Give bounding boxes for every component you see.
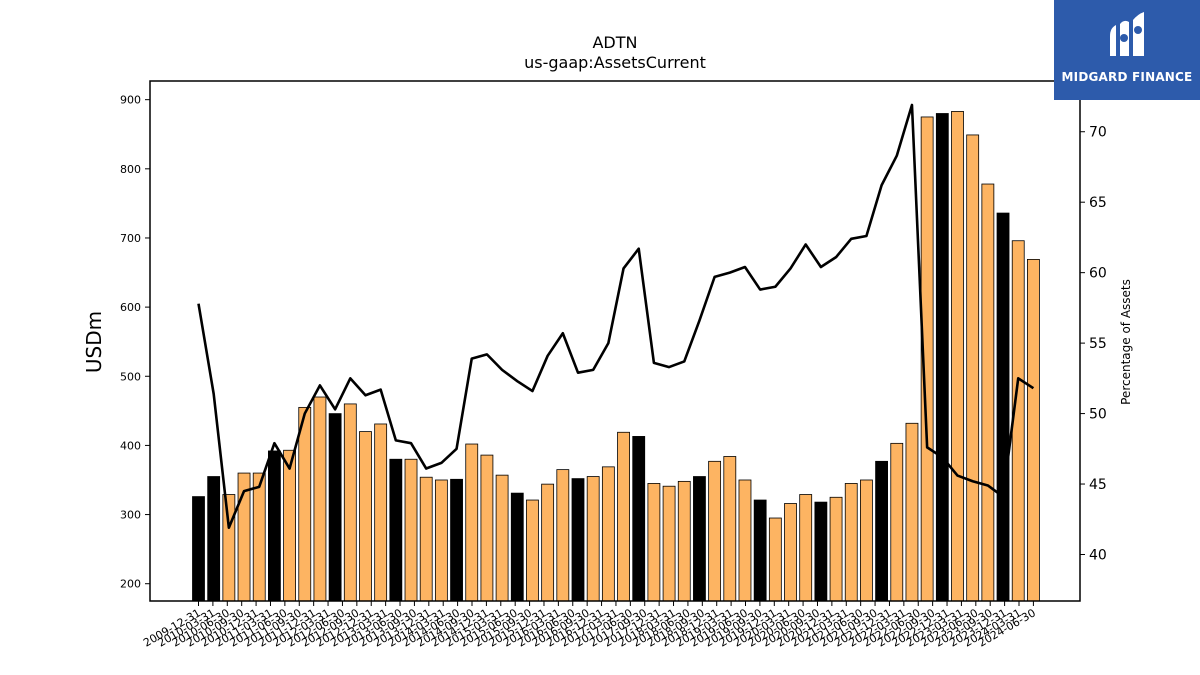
bar: [647, 483, 661, 602]
bar: [480, 454, 494, 602]
bar: [541, 483, 555, 602]
y-axis-label: USDm: [82, 311, 106, 373]
bar: [708, 460, 722, 602]
bar: [419, 476, 433, 602]
bar: [905, 422, 919, 602]
bar: [450, 478, 463, 602]
y2-tick-label: 45: [1089, 477, 1107, 493]
bar: [192, 496, 205, 602]
y2-tick-label: 50: [1089, 407, 1107, 423]
y-tick-label: 400: [120, 439, 141, 452]
bar: [222, 494, 236, 602]
bar: [617, 431, 630, 602]
y2-tick-label: 65: [1089, 195, 1107, 211]
bar: [996, 212, 1010, 602]
y2-tick-label: 70: [1089, 125, 1107, 141]
bar: [981, 183, 995, 602]
bar: [829, 496, 843, 602]
right-axis: 40 45 50 55 60 65 70: [1080, 125, 1107, 563]
bar: [738, 479, 752, 602]
bar: [951, 111, 964, 602]
left-axis: 200 300 400 500 600 700 800 900: [120, 94, 150, 591]
y-tick-label: 800: [120, 163, 141, 176]
bar: [207, 476, 221, 602]
bar: [632, 436, 646, 602]
bar: [784, 503, 797, 602]
y-tick-label: 300: [120, 509, 141, 522]
bar: [1027, 258, 1040, 602]
bar: [252, 472, 266, 602]
bar: [465, 443, 479, 602]
y-tick-label: 600: [120, 301, 141, 314]
midgard-logo-icon: [1110, 12, 1144, 56]
bar: [723, 456, 737, 602]
y-tick-label: 900: [120, 94, 141, 107]
bar: [571, 478, 585, 602]
bar: [935, 113, 949, 602]
bar: [875, 460, 888, 602]
bar: [844, 483, 858, 602]
y-tick-label: 700: [120, 232, 141, 245]
bar: [343, 403, 357, 602]
bar: [814, 501, 828, 602]
bar: [890, 442, 904, 602]
bar: [267, 450, 281, 602]
y-tick-label: 200: [120, 578, 141, 591]
chart-title: ADTN: [592, 33, 637, 52]
bar: [404, 458, 418, 602]
bar: [753, 499, 767, 602]
line-series: [197, 103, 1035, 530]
y-tick-label: 500: [120, 370, 141, 383]
bar: [799, 494, 813, 602]
chart-subtitle: us-gaap:AssetsCurrent: [524, 53, 706, 72]
bar: [389, 458, 403, 602]
bar: [434, 479, 448, 602]
bar: [860, 479, 873, 602]
bar: [283, 449, 296, 602]
bar: [510, 492, 524, 602]
bar: [374, 423, 388, 602]
bar-series: [192, 111, 1040, 602]
bar: [359, 431, 372, 602]
percentage-line: [197, 103, 1035, 530]
bar: [601, 466, 615, 602]
bar: [328, 413, 342, 602]
x-axis: 2009-12-312010-03-312010-06-302010-09-30…: [141, 601, 1038, 650]
plot-frame: [149, 80, 1081, 602]
y2-axis-label: Percentage of Assets: [1119, 279, 1133, 405]
bar: [966, 134, 980, 602]
midgard-finance-logo: MIDGARD FINANCE: [1054, 0, 1200, 100]
bar: [693, 476, 706, 602]
bar: [556, 469, 570, 602]
logo-text: MIDGARD FINANCE: [1061, 70, 1193, 84]
y2-tick-label: 40: [1089, 547, 1107, 563]
bar: [586, 476, 600, 602]
bar: [313, 396, 327, 602]
bar: [677, 480, 691, 602]
bar: [298, 406, 312, 602]
bar: [662, 485, 676, 602]
bar: [526, 499, 539, 602]
bar: [495, 474, 509, 602]
y2-tick-label: 60: [1089, 266, 1107, 282]
bar: [768, 517, 782, 602]
y2-tick-label: 55: [1089, 336, 1107, 352]
